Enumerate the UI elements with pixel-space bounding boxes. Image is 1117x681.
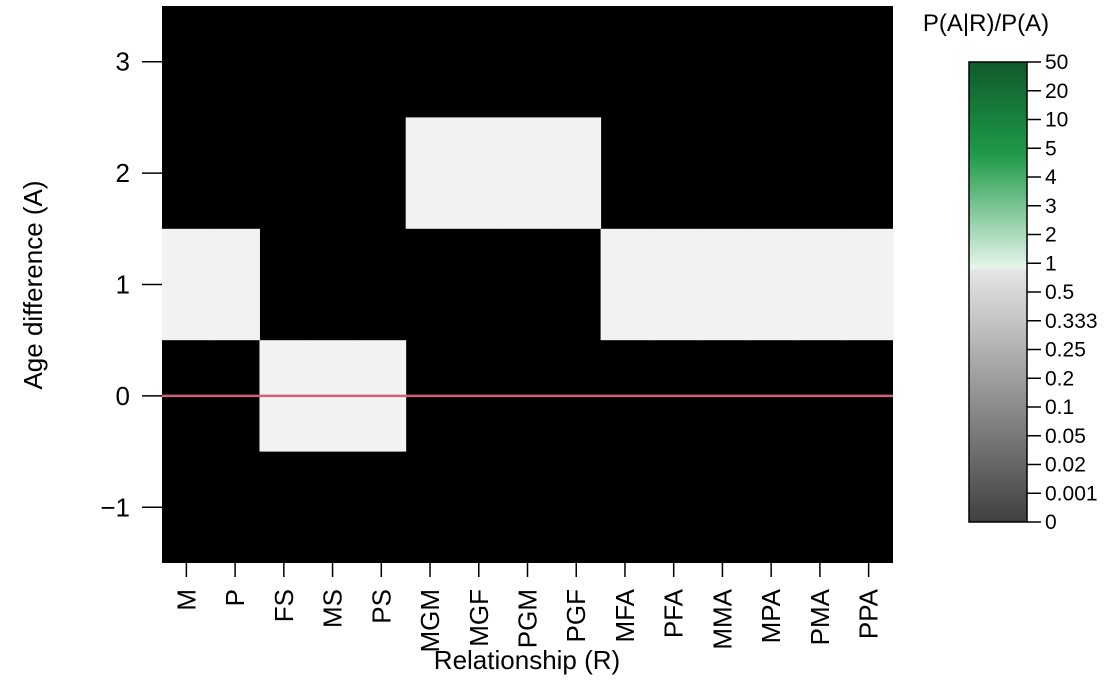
- plot-area: [162, 6, 894, 563]
- heatmap-cell-mfa: [600, 228, 650, 341]
- heatmap-cell-mgm: [405, 117, 455, 229]
- legend-tick-label: 0.05: [1045, 425, 1086, 448]
- x-tick-label: PGM: [513, 589, 543, 648]
- legend-tick-label: 0.001: [1045, 482, 1098, 505]
- x-tick-label: PMA: [805, 588, 835, 645]
- legend-tick-label: 20: [1045, 80, 1068, 103]
- legend-tick-label: 3: [1045, 195, 1057, 218]
- heatmap-cell-m: [162, 228, 212, 341]
- x-tick-label: MMA: [707, 588, 737, 649]
- x-tick-label: PFA: [659, 588, 689, 638]
- y-axis: −1 0 1 2 3: [100, 47, 162, 522]
- heatmap-cell-pgf: [551, 117, 602, 229]
- heatmap-cell-mgf: [454, 117, 504, 229]
- legend-tick-label: 5: [1045, 137, 1057, 160]
- legend-tick-label: 0.333: [1045, 310, 1098, 333]
- legend-tick-label: 1: [1045, 252, 1057, 275]
- x-tick-label: PGF: [561, 589, 591, 642]
- legend-ticks: 50 20 10 5 4 3 2 1 0.5 0.333 0.25 0.2 0.1 0.05 0.02 0.0…: [1027, 51, 1098, 534]
- heatmap-cell-pgm: [503, 117, 553, 229]
- heatmap-cell-mpa: [746, 228, 797, 341]
- x-tick-label: M: [171, 589, 201, 611]
- x-tick-label: FS: [269, 589, 299, 622]
- heatmap-cell-pfa: [649, 228, 699, 341]
- legend-tick-label: 0.25: [1045, 339, 1086, 362]
- x-tick-label: MGF: [464, 589, 494, 647]
- legend-title: P(A|R)/P(A): [923, 10, 1049, 37]
- heatmap-cell-mma: [698, 228, 748, 341]
- x-tick-label: P: [220, 589, 250, 606]
- x-tick-label: PS: [366, 589, 396, 624]
- x-tick-label: MGM: [415, 589, 445, 653]
- x-axis-label: Relationship (R): [434, 645, 620, 675]
- x-tick-label: MFA: [610, 588, 640, 642]
- heatmap-cell-pma: [795, 228, 845, 341]
- y-axis-label: Age difference (A): [18, 180, 48, 389]
- x-axis: M P FS MS PS MGM MGF PGM PGF MFA PFA MMA MPA PMA PPA: [171, 563, 884, 653]
- legend-tick-label: 0.5: [1045, 281, 1074, 304]
- y-tick-label: 3: [116, 47, 130, 77]
- y-tick-label: 2: [116, 158, 130, 188]
- legend-tick-label: 2: [1045, 224, 1057, 247]
- heatmap-cell-ppa: [844, 228, 894, 341]
- legend-tick-label: 0.1: [1045, 396, 1074, 419]
- color-legend: P(A|R)/P(A) 50 20 10 5 4 3 2 1 0.5 0.333 0.25 0.2 0.…: [923, 10, 1098, 534]
- x-tick-label: PPA: [854, 588, 884, 639]
- x-tick-label: MS: [318, 589, 348, 628]
- y-tick-label: 0: [116, 381, 130, 411]
- legend-color-bar: [968, 61, 1028, 523]
- x-tick-label: MPA: [756, 588, 786, 643]
- legend-tick-label: 0: [1045, 511, 1057, 534]
- legend-tick-label: 0.2: [1045, 367, 1074, 390]
- heatmap-cell-p: [210, 228, 260, 341]
- legend-tick-label: 50: [1045, 51, 1068, 74]
- legend-tick-label: 4: [1045, 166, 1057, 189]
- legend-tick-label: 0.02: [1045, 454, 1086, 477]
- y-tick-label: 1: [116, 270, 130, 300]
- y-tick-label: −1: [100, 492, 130, 522]
- legend-tick-label: 10: [1045, 109, 1068, 132]
